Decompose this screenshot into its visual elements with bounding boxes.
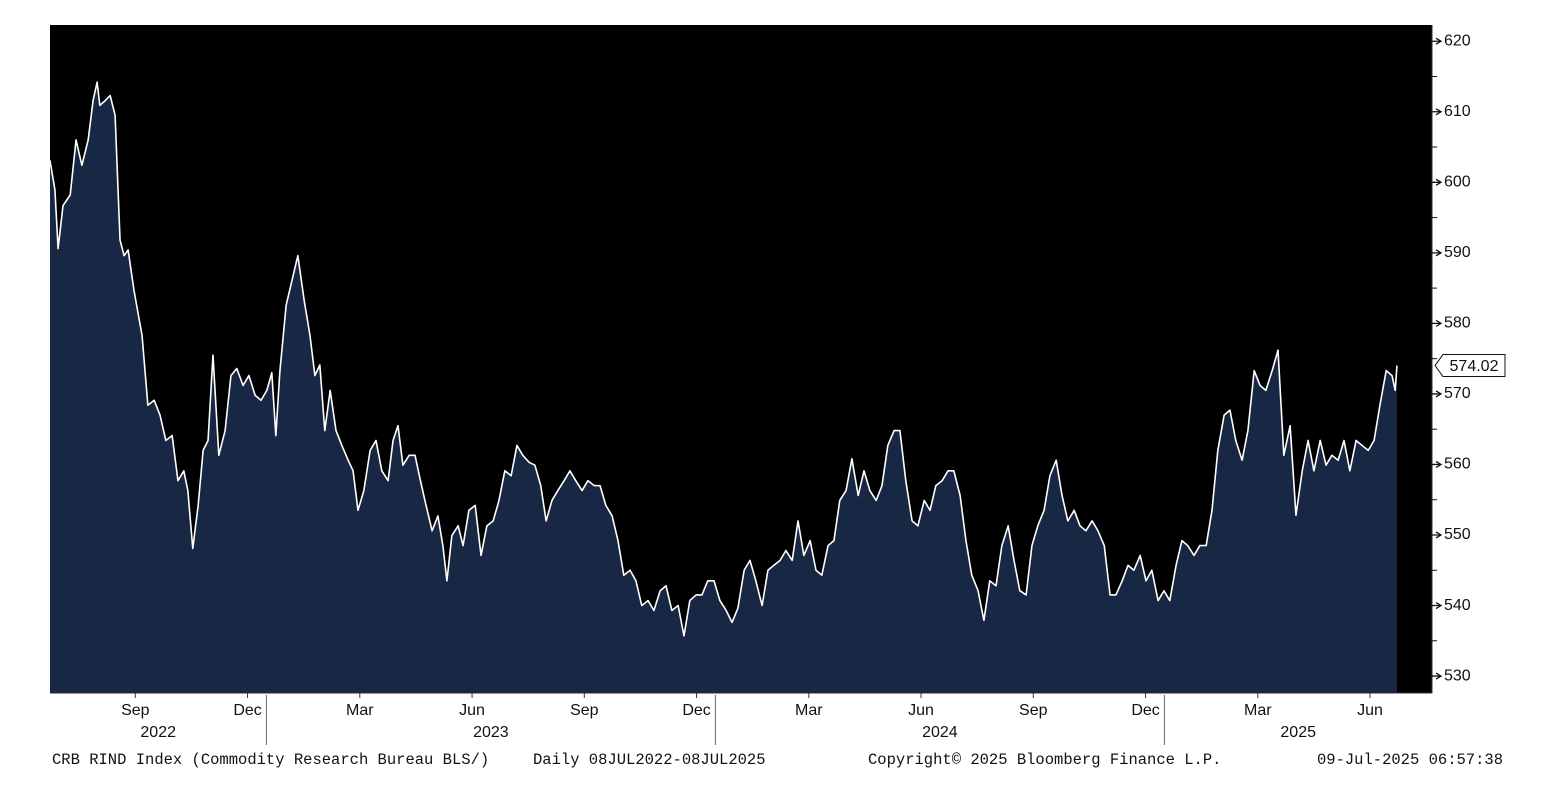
x-year-label: 2025 <box>1280 724 1316 741</box>
x-tick-label: Sep <box>121 702 150 719</box>
y-tick-label: 590 <box>1444 244 1471 261</box>
y-tick-label: 570 <box>1444 385 1471 402</box>
y-tick-label: 550 <box>1444 526 1471 543</box>
y-tick-label: 620 <box>1444 32 1471 49</box>
y-tick-label: 540 <box>1444 597 1471 614</box>
period: Daily 08JUL2022-08JUL2025 <box>533 751 766 769</box>
y-tick-label: 600 <box>1444 174 1471 191</box>
x-year-label: 2024 <box>922 724 958 741</box>
y-tick-mark <box>1432 390 1443 398</box>
y-tick-mark <box>1432 531 1443 539</box>
x-tick-label: Jun <box>908 702 934 719</box>
y-tick-mark <box>1432 37 1443 45</box>
x-tick-label: Sep <box>1019 702 1048 719</box>
copyright: Copyright© 2025 Bloomberg Finance L.P. <box>868 751 1221 769</box>
x-tick-label: Jun <box>1357 702 1383 719</box>
timestamp: 09-Jul-2025 06:57:38 <box>1317 751 1503 769</box>
y-tick-mark <box>1432 319 1443 327</box>
x-tick-label: Dec <box>682 702 710 719</box>
x-year-label: 2022 <box>140 724 176 741</box>
y-tick-label: 530 <box>1444 667 1471 684</box>
last-value-label: 574.02 <box>1450 358 1499 375</box>
subtitle: CRB RIND Index (Commodity Research Burea… <box>52 751 489 769</box>
y-tick-label: 560 <box>1444 456 1471 473</box>
x-tick-label: Mar <box>346 702 374 719</box>
x-tick-label: Dec <box>233 702 261 719</box>
price-line <box>49 81 1398 637</box>
area-fill <box>50 82 1397 693</box>
y-tick-mark <box>1432 178 1443 186</box>
x-tick-label: Sep <box>570 702 599 719</box>
y-tick-mark <box>1432 249 1443 257</box>
y-tick-mark <box>1432 108 1443 116</box>
y-tick-label: 580 <box>1444 315 1471 332</box>
x-year-label: 2023 <box>473 724 509 741</box>
y-tick-label: 610 <box>1444 103 1471 120</box>
x-tick-label: Mar <box>795 702 823 719</box>
y-tick-mark <box>1432 460 1443 469</box>
y-tick-mark <box>1432 672 1443 680</box>
last-value-tag <box>1434 354 1506 378</box>
x-tick-label: Dec <box>1131 702 1159 719</box>
x-tick-label: Jun <box>459 702 485 719</box>
y-tick-mark <box>1432 601 1443 610</box>
x-tick-label: Mar <box>1244 702 1272 719</box>
